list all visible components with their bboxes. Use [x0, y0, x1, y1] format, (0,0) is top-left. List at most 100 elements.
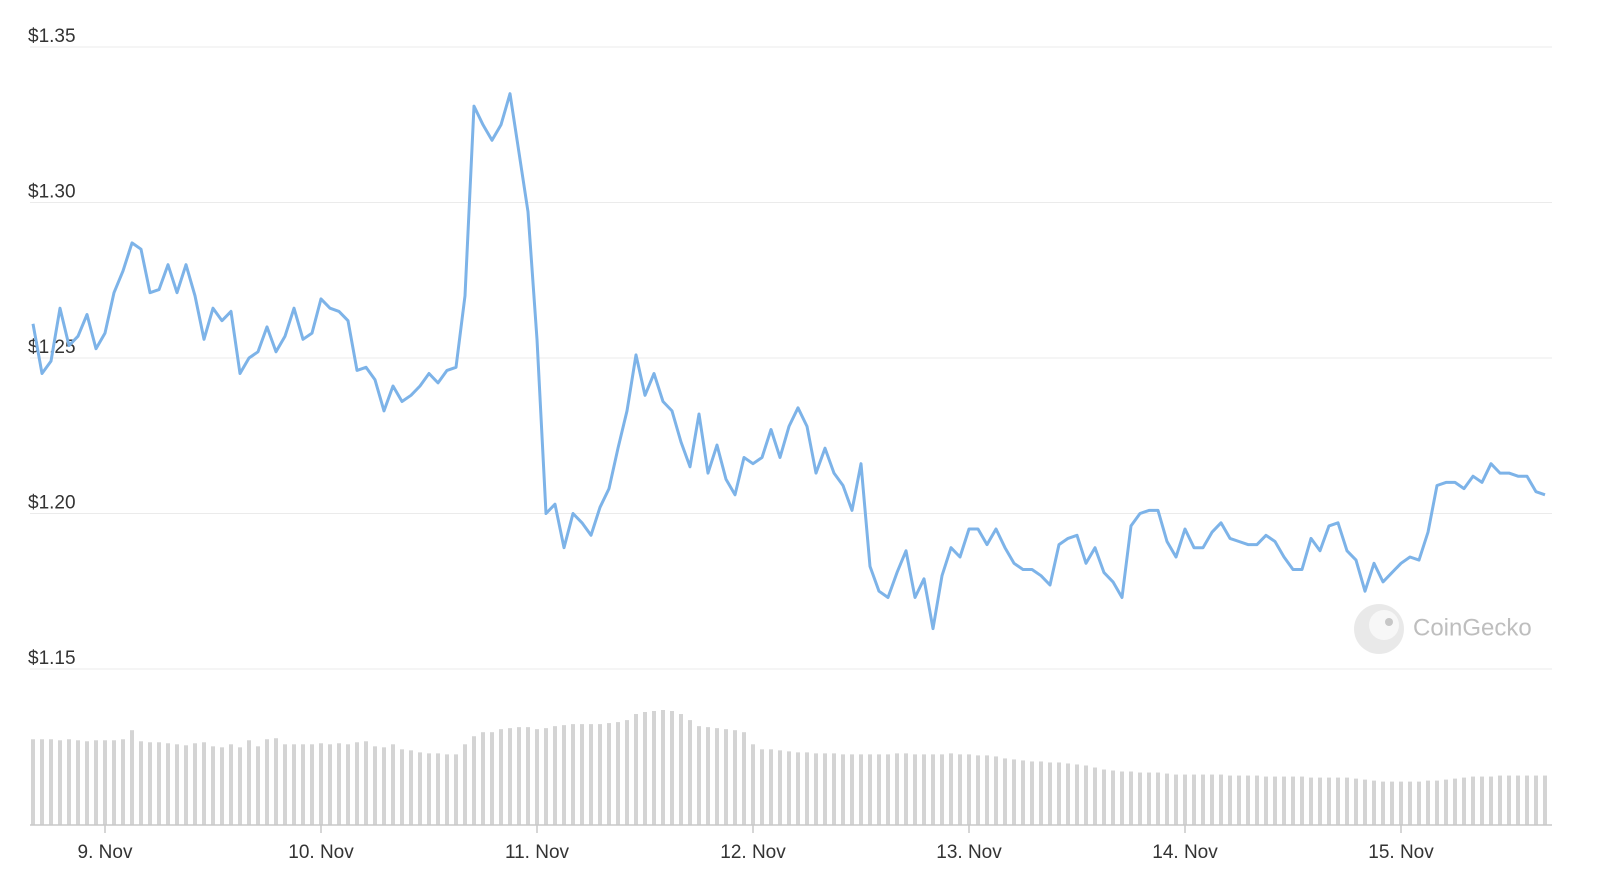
watermark-logo-eye [1385, 618, 1393, 626]
volume-bar [1138, 772, 1142, 825]
volume-bar [1129, 771, 1133, 825]
volume-bar [724, 729, 728, 825]
volume-bar [1273, 776, 1277, 825]
volume-bar [985, 755, 989, 825]
volume-bar [184, 745, 188, 825]
volume-bar [1417, 781, 1421, 825]
volume-bar [346, 744, 350, 825]
volume-bar [166, 743, 170, 825]
volume-bar [1354, 778, 1358, 825]
volume-bar [544, 728, 548, 825]
watermark-logo-face [1369, 610, 1399, 640]
volume-bar [931, 754, 935, 825]
volume-bar [103, 740, 107, 825]
y-tick-label: $1.35 [28, 26, 76, 47]
volume-bar [319, 743, 323, 825]
volume-bar [1048, 762, 1052, 825]
volume-bar [688, 720, 692, 825]
volume-bar [616, 722, 620, 825]
volume-bar [76, 740, 80, 825]
volume-bar [643, 712, 647, 825]
volume-bar [490, 732, 494, 825]
volume-bar [211, 746, 215, 825]
volume-bar [1543, 775, 1547, 825]
volume-bar [274, 738, 278, 825]
volume-bar [265, 739, 269, 825]
volume-bar [256, 746, 260, 825]
volume-bar [67, 739, 71, 825]
volume-bar [742, 732, 746, 825]
volume-bar [1165, 773, 1169, 825]
volume-bar [859, 754, 863, 825]
volume-bar [373, 746, 377, 825]
volume-bar [1246, 775, 1250, 825]
volume-bar [220, 747, 224, 825]
volume-bar [805, 752, 809, 825]
volume-bar [850, 754, 854, 825]
volume-bar [922, 754, 926, 825]
volume-bar [814, 753, 818, 825]
volume-bar [535, 729, 539, 825]
volume-bar [832, 753, 836, 825]
volume-bar [391, 744, 395, 825]
volume-bar [85, 741, 89, 825]
x-tick-label: 11. Nov [505, 842, 570, 863]
watermark: CoinGecko [1354, 604, 1532, 654]
volume-bar [1147, 772, 1151, 825]
volume-bar [1012, 759, 1016, 825]
volume-bar [1300, 776, 1304, 825]
volume-bar [1021, 760, 1025, 825]
x-tick-label: 13. Nov [936, 842, 1002, 863]
volume-bar [949, 753, 953, 825]
volume-bar [436, 753, 440, 825]
volume-bar [499, 729, 503, 825]
volume-bar [634, 714, 638, 825]
volume-bar [1219, 774, 1223, 825]
volume-bar [94, 740, 98, 825]
volume-bar [589, 724, 593, 825]
volume-bar [1336, 777, 1340, 825]
plot: $1.15 $1.20 $1.25 $1.30 $1.35 9. Nov 10. Nov 11… [28, 26, 1552, 863]
volume-bar [382, 747, 386, 825]
volume-bar [238, 747, 242, 825]
volume-bar [517, 727, 521, 825]
volume-bar [445, 754, 449, 825]
volume-bar [283, 744, 287, 825]
x-tick-label: 9. Nov [78, 842, 133, 863]
volume-bar [508, 728, 512, 825]
volume-bar [895, 753, 899, 825]
price-line [31, 92, 1546, 631]
volume-bar [1453, 778, 1457, 825]
volume-bar [157, 742, 161, 825]
y-tick-label: $1.20 [28, 493, 76, 514]
volume-bar [481, 732, 485, 825]
volume-bar [958, 754, 962, 825]
volume-bar [1426, 780, 1430, 825]
volume-bar [553, 726, 557, 825]
volume-bar [670, 711, 674, 825]
volume-bar [787, 751, 791, 825]
volume-bar [652, 711, 656, 825]
volume-bar [733, 730, 737, 825]
volume-bar [868, 754, 872, 825]
volume-bar [1480, 776, 1484, 825]
volume-bar [1039, 761, 1043, 825]
volume-bar [697, 726, 701, 825]
x-tick-label: 14. Nov [1152, 842, 1218, 863]
volume-bar [328, 744, 332, 825]
volume-bar [1003, 758, 1007, 825]
x-tick-label: 15. Nov [1368, 842, 1434, 863]
volume-bar [1255, 775, 1259, 825]
volume-bar [1372, 780, 1376, 825]
volume-bar [292, 744, 296, 825]
volume-bar [175, 744, 179, 825]
volume-bar [976, 755, 980, 825]
volume-bar [58, 740, 62, 825]
volume-bar [112, 740, 116, 825]
volume-bar [1381, 781, 1385, 825]
volume-bar [1471, 776, 1475, 825]
volume-bar [1111, 770, 1115, 825]
volume-bar [1066, 763, 1070, 825]
volume-bar [1498, 775, 1502, 825]
volume-bar [130, 730, 134, 825]
